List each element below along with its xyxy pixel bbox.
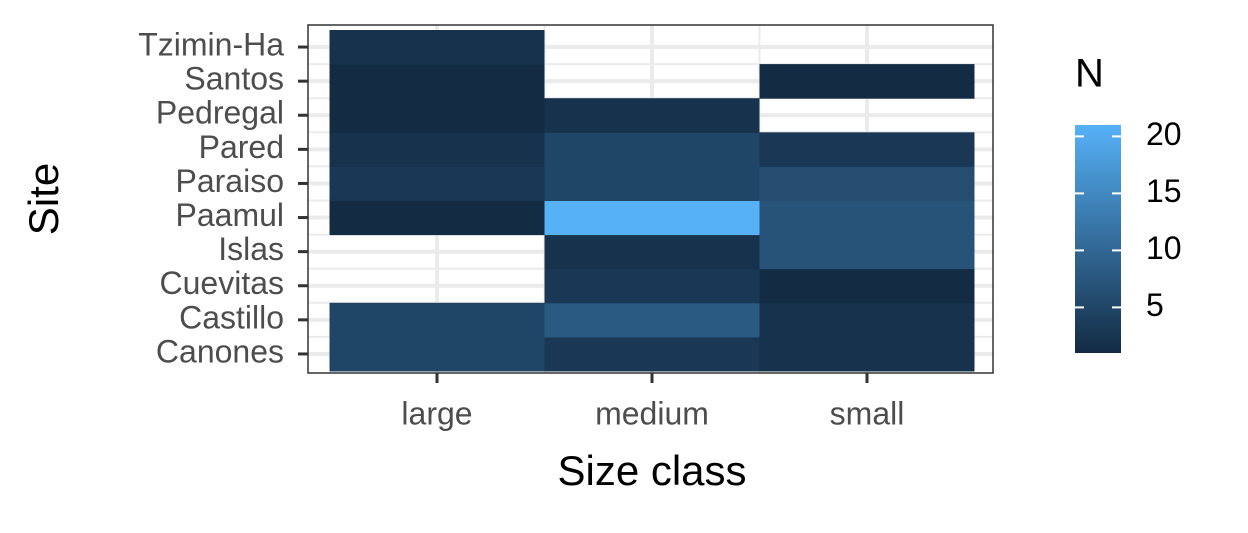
cell — [759, 234, 975, 270]
y-tick-label: Pared — [199, 129, 284, 165]
cell — [759, 132, 975, 167]
cell — [544, 200, 760, 236]
cell — [759, 166, 975, 201]
y-tick-label: Islas — [218, 231, 284, 267]
x-tick-label: medium — [595, 395, 709, 431]
cell — [329, 132, 545, 167]
cell — [544, 132, 760, 167]
cell — [759, 64, 975, 99]
cell — [329, 200, 545, 236]
cell — [329, 302, 545, 338]
y-tick-label: Tzimin-Ha — [138, 27, 284, 63]
cell — [544, 268, 760, 304]
x-tick-label: large — [401, 395, 472, 431]
y-tick-label: Pedregal — [156, 95, 284, 131]
cell — [759, 268, 975, 304]
cell — [329, 98, 545, 133]
y-tick-label: Paraiso — [176, 163, 285, 199]
cell — [329, 30, 545, 65]
y-tick-label: Castillo — [179, 299, 284, 335]
colorbar-tick-label: 5 — [1146, 287, 1164, 323]
y-tick-label: Cuevitas — [160, 265, 285, 301]
legend-title: N — [1075, 52, 1104, 96]
cell — [759, 200, 975, 236]
x-tick-label: small — [830, 395, 905, 431]
cell — [759, 302, 975, 338]
colorbar — [1075, 125, 1121, 353]
cell — [329, 336, 545, 372]
y-axis-title: Site — [20, 163, 67, 235]
y-tick-label: Canones — [156, 333, 284, 369]
cell — [329, 166, 545, 201]
y-tick-label: Santos — [184, 61, 284, 97]
x-axis-title: Size class — [557, 447, 746, 494]
cell — [329, 64, 545, 99]
colorbar-tick-label: 20 — [1146, 116, 1182, 152]
colorbar-tick-label: 10 — [1146, 230, 1182, 266]
cell — [759, 336, 975, 372]
cell — [544, 166, 760, 201]
cell — [544, 302, 760, 338]
cell — [544, 234, 760, 270]
colorbar-tick-label: 15 — [1146, 173, 1182, 209]
tiles — [329, 30, 975, 372]
y-tick-label: Paamul — [176, 197, 285, 233]
cell — [544, 336, 760, 372]
cell — [544, 98, 760, 133]
